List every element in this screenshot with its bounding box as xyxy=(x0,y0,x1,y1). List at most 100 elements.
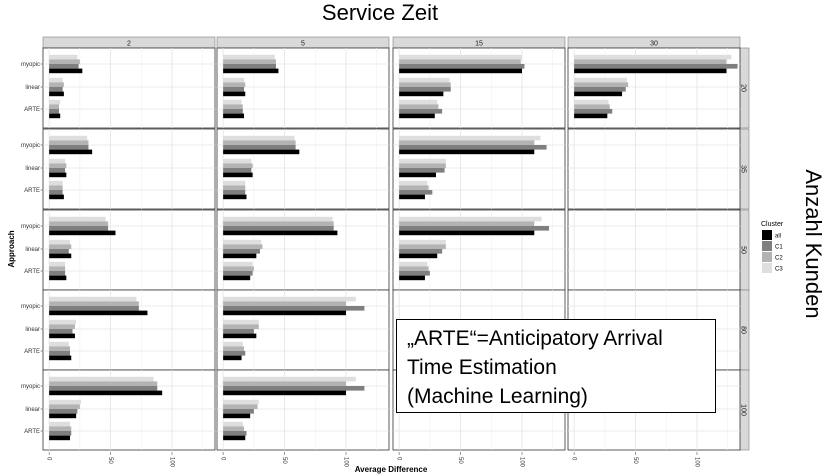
legend-label: all xyxy=(775,234,781,240)
bar-linear-c1 xyxy=(223,409,254,414)
bar-arte-c1 xyxy=(49,271,66,276)
bar-linear-all xyxy=(49,91,64,97)
bar-myopic-all xyxy=(49,310,148,316)
bar-arte-c1 xyxy=(223,109,243,114)
bar-arte-all xyxy=(49,435,71,441)
bar-arte-c1 xyxy=(223,351,246,356)
bar-arte-c1 xyxy=(574,109,613,114)
y-tick-label: myopic xyxy=(21,143,40,149)
bar-linear-c3 xyxy=(49,77,63,83)
bar-arte-all xyxy=(399,275,425,281)
bar-arte-all xyxy=(399,113,435,119)
bar-myopic-c1 xyxy=(399,64,525,69)
bar-arte-c1 xyxy=(49,351,71,356)
bar-linear-c3 xyxy=(49,239,71,245)
bar-linear-c1 xyxy=(223,329,254,334)
bar-arte-c2 xyxy=(49,346,71,351)
bar-arte-c3 xyxy=(49,99,61,105)
bar-arte-c3 xyxy=(223,341,243,347)
facet-row-label: 35 xyxy=(740,165,747,173)
bar-linear-all xyxy=(49,333,75,339)
y-tick-label: myopic xyxy=(21,304,40,310)
bar-linear-c3 xyxy=(223,239,262,245)
bar-arte-c2 xyxy=(49,266,66,271)
bar-linear-all xyxy=(49,413,77,419)
facet-column-label: 15 xyxy=(475,41,483,48)
bar-myopic-all xyxy=(223,149,300,155)
bar-myopic-c2 xyxy=(223,301,346,306)
x-tick-label: 50 xyxy=(632,457,638,464)
bar-arte-c3 xyxy=(574,99,609,105)
bar-linear-all xyxy=(574,91,623,97)
x-tick-label: 100 xyxy=(168,457,174,468)
legend-swatch xyxy=(762,252,772,262)
x-tick-label: 100 xyxy=(342,457,348,468)
bar-arte-c1 xyxy=(399,271,430,276)
bar-arte-c1 xyxy=(223,431,247,436)
bar-arte-c1 xyxy=(399,109,443,114)
bar-linear-c2 xyxy=(49,404,80,409)
bar-arte-c3 xyxy=(399,261,428,267)
bar-arte-all xyxy=(223,435,246,441)
bar-arte-c3 xyxy=(49,261,66,267)
bar-myopic-c1 xyxy=(223,64,276,69)
bar-linear-c2 xyxy=(223,404,258,409)
y-tick-label: myopic xyxy=(21,62,40,68)
bar-arte-c2 xyxy=(49,185,63,190)
bar-myopic-c2 xyxy=(574,59,727,64)
bar-myopic-c2 xyxy=(223,59,276,64)
bar-linear-c3 xyxy=(223,158,252,164)
bar-linear-c3 xyxy=(399,239,446,245)
bar-arte-c3 xyxy=(223,99,242,105)
y-tick-label: ARTE xyxy=(24,429,40,435)
bar-myopic-c2 xyxy=(49,221,109,226)
bar-linear-all xyxy=(399,253,438,259)
bar-myopic-c2 xyxy=(49,59,80,64)
bar-myopic-c3 xyxy=(49,135,88,141)
bar-linear-c2 xyxy=(49,163,67,168)
row-facet-title: Anzahl Kunden xyxy=(801,169,826,318)
y-axis-title: Approach xyxy=(7,230,16,267)
bar-linear-c1 xyxy=(49,409,78,414)
bar-arte-all xyxy=(223,355,242,361)
bar-arte-c3 xyxy=(223,180,246,186)
bar-myopic-c2 xyxy=(399,59,521,64)
bar-myopic-all xyxy=(574,68,727,74)
bar-linear-c2 xyxy=(49,82,64,87)
bar-myopic-all xyxy=(49,230,116,236)
bar-myopic-c3 xyxy=(49,216,106,222)
bar-linear-c1 xyxy=(399,168,445,173)
bar-myopic-c3 xyxy=(574,54,732,60)
bar-linear-all xyxy=(223,91,246,97)
bar-linear-c3 xyxy=(399,77,450,83)
bar-arte-c3 xyxy=(399,180,428,186)
bar-arte-all xyxy=(49,355,72,361)
legend-swatch xyxy=(762,241,772,251)
chart-title: Service Zeit xyxy=(321,0,439,25)
bar-arte-c1 xyxy=(49,190,63,195)
facet-column-label: 5 xyxy=(301,41,305,48)
bar-myopic-c2 xyxy=(49,381,158,386)
bar-linear-c2 xyxy=(49,324,75,329)
facet-panel xyxy=(567,209,741,291)
y-tick-label: myopic xyxy=(21,384,40,390)
bar-linear-c1 xyxy=(49,168,66,173)
bar-arte-all xyxy=(223,194,247,200)
bar-myopic-c1 xyxy=(223,145,296,150)
bar-linear-c1 xyxy=(49,249,69,254)
bar-arte-c2 xyxy=(399,104,439,109)
bar-arte-all xyxy=(49,275,67,281)
legend-label: C1 xyxy=(775,245,783,251)
bar-myopic-c1 xyxy=(49,145,89,150)
legend-title: Cluster xyxy=(761,221,784,228)
bar-linear-c3 xyxy=(223,319,259,325)
bar-linear-c2 xyxy=(223,324,259,329)
bar-myopic-c3 xyxy=(399,135,541,141)
x-tick-label: 0 xyxy=(571,457,577,461)
bar-myopic-all xyxy=(223,68,279,74)
bar-linear-c3 xyxy=(399,158,446,164)
bar-myopic-all xyxy=(223,310,346,316)
x-axis-title: Average Difference xyxy=(355,465,428,474)
annotation-line-1: „ARTE“=Anticipatory Arrival xyxy=(407,327,663,350)
y-tick-label: linear xyxy=(25,247,40,253)
